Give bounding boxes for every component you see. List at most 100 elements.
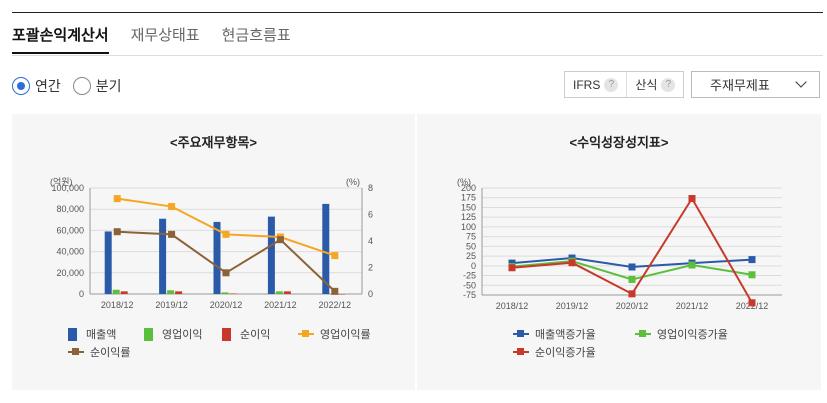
point-영업이익증가율 [748,271,756,279]
x-tick-label: 2021/12 [264,300,297,310]
bar-순이익 [175,291,183,294]
point-순이익증가율 [568,259,576,267]
radio-annual-label: 연간 [35,78,61,94]
legend-item: 매출액증가율 [513,326,596,342]
legend-item: 순이익증가율 [513,344,596,360]
x-tick-label: 2020/12 [210,300,243,310]
x-tick-label: 2019/12 [556,301,589,311]
radio-quarterly-label: 분기 [95,78,122,94]
chart-panel-growth-indicators: <수익성장성지표> -75 -50 -25 0 25 50 75 100 125 150 175 20… [417,114,821,390]
legend-swatch-icon [68,327,77,341]
financial-items-chart: 0 20,000 40,000 60,000 80,000 100,000 0 2 4 6 8 (억원… [50,176,373,310]
tab-cash-flow[interactable]: 현금흐름표 [221,27,291,44]
chevron-down-icon [795,76,807,88]
help-icon[interactable]: ? [604,77,619,92]
y-tick-label: 75 [466,232,476,242]
statement-tabs: 포괄손익계산서 재무상태표 현금흐름표 [12,22,313,54]
y-tick-label: 60,000 [56,225,84,235]
y-tick-label: -25 [463,271,476,281]
legend-label: 매출액 [86,329,117,341]
legend-item: 매출액 [68,326,116,342]
statement-type-value: 주재무제표 [710,78,770,93]
series-line-영업이익률 [117,197,336,257]
y-tick-label: -75 [463,290,476,300]
point-순이익률 [113,228,121,236]
radio-selected-icon [12,77,30,95]
series-line-순이익률 [117,230,336,293]
formula-button[interactable]: 산식 ? [626,72,683,97]
y-tick-label: 0 [79,289,84,299]
y-tick-label: 25 [466,251,476,261]
y-tick-label: 150 [461,202,476,212]
x-tick-label: 2018/12 [496,301,529,311]
legend-item: 순이익 [222,326,270,342]
point-영업이익률 [222,230,230,238]
bar-순이익 [283,291,291,294]
x-tick-label: 2018/12 [101,300,134,310]
bar-매출액 [322,203,330,294]
legend-label: 영업이익률 [320,329,371,341]
period-radio-group: 연간 분기 [12,76,134,96]
legend-label: 순이익률 [90,347,131,359]
legend-swatch-icon [635,330,651,337]
y2-axis-unit: (%) [346,177,360,187]
point-영업이익률 [331,252,339,260]
chart-title: <수익성장성지표> [569,135,669,150]
point-순이익률 [331,287,339,295]
legend-swatch-icon [513,348,529,355]
ifrs-label: IFRS [573,77,601,92]
bar-순이익 [120,291,128,294]
y2-tick-label: 0 [368,289,373,299]
legend-swatch-icon [68,348,84,355]
y-tick-label: 20,000 [56,268,84,278]
radio-quarterly[interactable]: 분기 [72,76,122,96]
y-tick-label: 80,000 [56,204,84,214]
tab-income-statement[interactable]: 포괄손익계산서 [12,22,109,54]
help-icon[interactable]: ? [661,77,676,92]
x-tick-label: 2021/12 [676,301,709,311]
radio-annual[interactable]: 연간 [12,76,61,96]
bar-매출액 [159,218,167,294]
y2-tick-label: 2 [368,263,373,273]
top-rule [12,12,823,13]
x-tick-label: 2022/12 [319,300,352,310]
legend-swatch-icon [222,327,231,341]
x-tick-label: 2020/12 [616,301,649,311]
legend-swatch-icon [144,327,153,341]
series-line-순이익증가율 [511,196,753,304]
y-tick-label: 0 [471,261,476,271]
y-tick-label: 100,000 [51,183,84,193]
point-영업이익률 [113,195,121,203]
bar-순이익 [338,294,346,295]
point-영업이익증가율 [688,261,696,269]
bar-매출액 [267,216,275,294]
formula-label: 산식 [635,78,658,92]
legend-item: 영업이익증가율 [635,326,728,342]
bar-순이익 [229,293,237,294]
bar-영업이익 [167,290,175,294]
tab-balance-sheet[interactable]: 재무상태표 [130,27,200,44]
y-tick-label: -50 [463,280,476,290]
ifrs-button[interactable]: IFRS ? [565,72,626,97]
y-tick-label: 200 [461,183,476,193]
legend-swatch-icon [513,330,529,337]
legend-label: 순이익증가율 [535,347,596,359]
bar-영업이익 [221,292,229,294]
x-tick-label: 2019/12 [155,300,188,310]
y2-tick-label: 6 [368,210,373,220]
tab-underline-rule [12,55,823,56]
bar-매출액 [213,221,221,294]
point-순이익률 [276,236,284,244]
y-axis-unit: (억원) [50,176,73,187]
statement-type-select[interactable]: 주재무제표 [691,71,820,98]
point-순이익증가율 [748,299,756,307]
bar-영업이익 [275,291,283,294]
y-tick-label: 50 [466,241,476,251]
bar-영업이익 [112,289,120,294]
y2-tick-label: 4 [368,236,373,246]
point-순이익증가율 [688,195,696,203]
point-매출액증가율 [748,256,756,264]
y-tick-label: 175 [461,193,476,203]
legend-label: 영업이익증가율 [657,329,728,341]
